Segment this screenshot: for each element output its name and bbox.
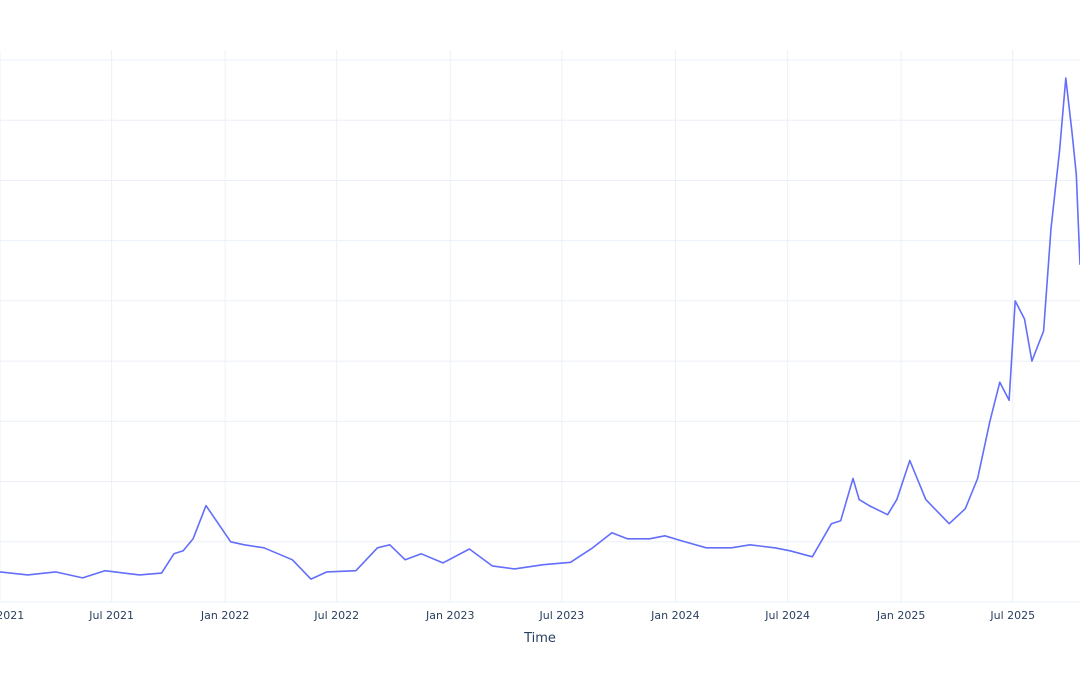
- x-tick-label: Jul 2022: [313, 609, 359, 622]
- x-tick-label: Jan 2021: [0, 609, 24, 622]
- x-tick-label: Jan 2024: [650, 609, 699, 622]
- x-tick-label: Jul 2025: [989, 609, 1035, 622]
- x-tick-label: Jul 2021: [88, 609, 134, 622]
- x-tick-label: Jan 2025: [876, 609, 925, 622]
- x-tick-label: Jan 2022: [200, 609, 249, 622]
- grid: [0, 50, 1080, 603]
- x-tick-label: Jan 2023: [425, 609, 474, 622]
- x-axis-title: Time: [523, 631, 556, 646]
- series-line: [0, 77, 1080, 580]
- x-axis-ticks: Jan 2021 Jul 2021 Jan 2022 Jul 2022 Jan 2023…: [0, 609, 1035, 622]
- x-tick-label: Jul 2024: [764, 609, 810, 622]
- x-tick-label: Jul 2023: [539, 609, 585, 622]
- series-layer: [0, 77, 1080, 580]
